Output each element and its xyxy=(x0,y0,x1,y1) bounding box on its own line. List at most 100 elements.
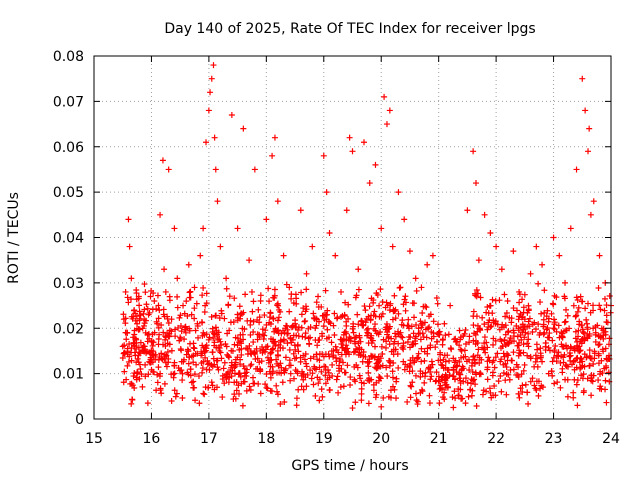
data-point xyxy=(279,345,286,352)
data-point xyxy=(571,376,578,383)
data-point xyxy=(549,372,556,379)
data-point xyxy=(462,400,469,407)
data-point xyxy=(500,361,507,368)
data-point xyxy=(378,343,385,350)
data-point xyxy=(126,243,133,250)
data-point xyxy=(575,304,582,311)
data-point xyxy=(131,307,138,314)
data-point xyxy=(452,338,459,345)
data-point xyxy=(549,337,556,344)
x-tick-label: 18 xyxy=(257,431,275,447)
data-point xyxy=(140,310,147,317)
data-point xyxy=(180,302,187,309)
data-point xyxy=(426,392,433,399)
data-point xyxy=(131,370,138,377)
data-point xyxy=(462,375,469,382)
data-point xyxy=(498,324,505,331)
data-point xyxy=(531,382,538,389)
data-point xyxy=(549,358,556,365)
data-point xyxy=(200,284,207,291)
data-point xyxy=(501,291,508,298)
data-point xyxy=(372,327,379,334)
data-point xyxy=(211,386,218,393)
data-point xyxy=(379,350,386,357)
data-point xyxy=(265,357,272,364)
data-point xyxy=(135,293,142,300)
data-point xyxy=(595,285,602,292)
data-point xyxy=(133,290,140,297)
data-point xyxy=(316,364,323,371)
data-point xyxy=(391,386,398,393)
data-point xyxy=(132,352,139,359)
data-point xyxy=(442,384,449,391)
data-point xyxy=(267,374,274,381)
data-point xyxy=(495,378,502,385)
data-point xyxy=(537,329,544,336)
data-point xyxy=(268,349,275,356)
data-point xyxy=(451,376,458,383)
data-point xyxy=(544,324,551,331)
data-point xyxy=(411,314,418,321)
data-point xyxy=(474,352,481,359)
data-point xyxy=(230,396,237,403)
data-point xyxy=(202,354,209,361)
data-point xyxy=(199,292,206,299)
data-point xyxy=(129,382,136,389)
data-point xyxy=(524,340,531,347)
data-point xyxy=(330,322,337,329)
data-point xyxy=(516,350,523,357)
data-point xyxy=(419,370,426,377)
data-point xyxy=(589,378,596,385)
data-point xyxy=(580,371,587,378)
data-point xyxy=(310,381,317,388)
data-point xyxy=(516,288,523,295)
data-point xyxy=(331,331,338,338)
data-point xyxy=(234,317,241,324)
data-point xyxy=(579,326,586,333)
data-point xyxy=(354,311,361,318)
data-point xyxy=(606,292,613,299)
data-point xyxy=(207,89,214,96)
data-point xyxy=(217,338,224,345)
data-point xyxy=(420,334,427,341)
data-point xyxy=(315,304,322,311)
data-point xyxy=(302,374,309,381)
data-point xyxy=(158,321,165,328)
data-point xyxy=(462,326,469,333)
data-point xyxy=(489,369,496,376)
data-point xyxy=(293,402,300,409)
data-point xyxy=(347,337,354,344)
data-point xyxy=(407,357,414,364)
data-point xyxy=(142,361,149,368)
data-point xyxy=(588,392,595,399)
data-point xyxy=(571,346,578,353)
data-point xyxy=(188,379,195,386)
data-point xyxy=(419,309,426,316)
data-point xyxy=(290,332,297,339)
data-point xyxy=(486,317,493,324)
data-point xyxy=(303,286,310,293)
data-point xyxy=(246,257,253,264)
data-point xyxy=(324,326,331,333)
data-point xyxy=(164,348,171,355)
data-point xyxy=(271,340,278,347)
data-point xyxy=(568,361,575,368)
data-point xyxy=(549,300,556,307)
data-point xyxy=(154,320,161,327)
data-point xyxy=(319,330,326,337)
data-point xyxy=(366,180,373,187)
data-point xyxy=(362,307,369,314)
data-point xyxy=(441,352,448,359)
data-point xyxy=(369,337,376,344)
data-point xyxy=(195,373,202,380)
data-point xyxy=(277,308,284,315)
data-point xyxy=(583,316,590,323)
data-point xyxy=(342,299,349,306)
data-point xyxy=(371,343,378,350)
data-point xyxy=(520,326,527,333)
data-point xyxy=(143,301,150,308)
data-point xyxy=(179,370,186,377)
data-point xyxy=(352,399,359,406)
data-point xyxy=(516,299,523,306)
data-point xyxy=(254,316,261,323)
